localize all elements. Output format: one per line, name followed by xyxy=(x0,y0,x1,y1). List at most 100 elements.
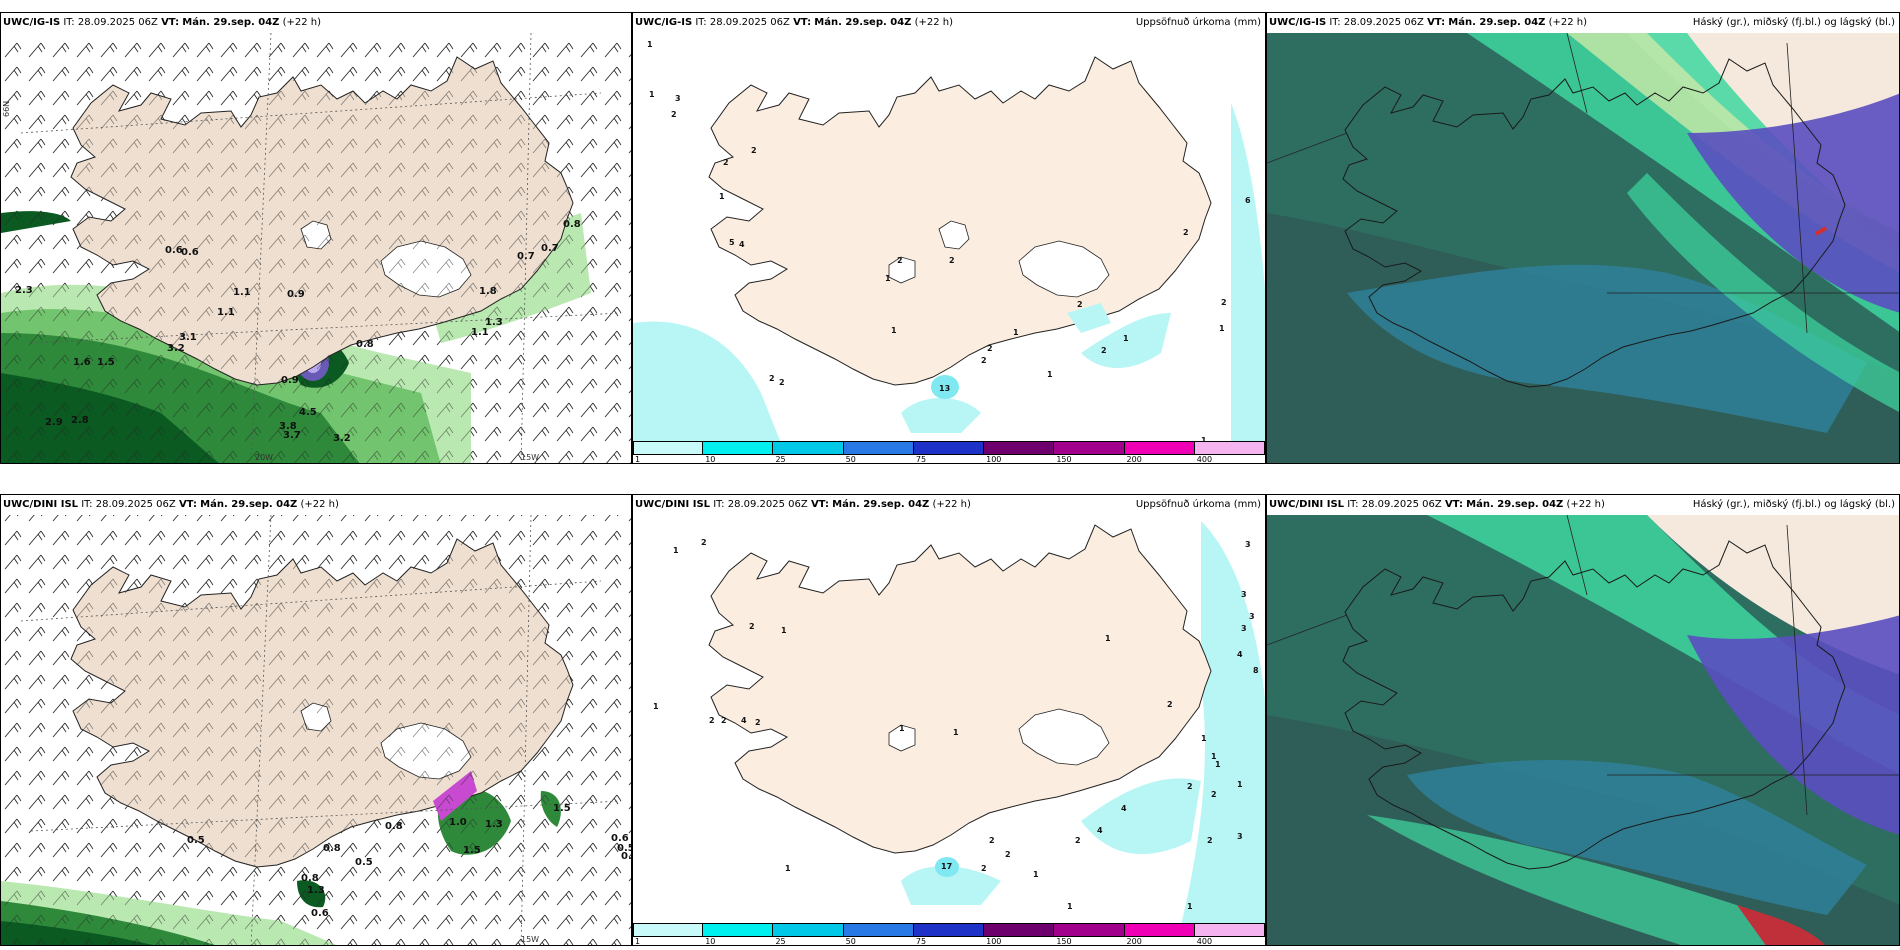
colorbar-tick: 1 xyxy=(635,455,641,464)
colorbar-cell xyxy=(913,923,985,937)
precip-value-label: 1 xyxy=(673,546,679,555)
precip-value-label: 2 xyxy=(769,374,775,383)
precip-value-label: 0.8 xyxy=(301,873,319,884)
colorbar-tick: 100 xyxy=(986,455,1002,464)
precip-value-label: 2.9 xyxy=(45,417,63,428)
panel-ig-accum-precip: UWC/IG-IS IT: 28.09.2025 06Z VT: Mán. 29… xyxy=(632,12,1266,464)
precip-value-label: 1 xyxy=(1187,902,1193,911)
precip-value-label: 3 xyxy=(1249,612,1255,621)
precip-value-label: 0.5 xyxy=(621,851,632,862)
precip-value-label: 2 xyxy=(949,256,955,265)
precip-value-label: 2 xyxy=(1187,782,1193,791)
colorbar-tick: 400 xyxy=(1196,455,1213,464)
precip-value-label: 1.5 xyxy=(463,845,481,856)
precip-value-label: 1.1 xyxy=(471,327,489,338)
precip-value-label: 2 xyxy=(981,356,987,365)
precip-value-label: 2 xyxy=(1077,300,1083,309)
precip-values-bl: 0.50.80.50.81.01.51.31.50.60.50.50.61.30… xyxy=(187,803,632,919)
colorbar-cell xyxy=(773,441,844,455)
colorbar-cell xyxy=(1194,923,1265,937)
precip-value-label: 0.9 xyxy=(281,375,299,386)
map-dini-clouds xyxy=(1267,515,1899,945)
precip-value-label: 2 xyxy=(1167,700,1173,709)
panel-header: UWC/IG-IS IT: 28.09.2025 06Z VT: Mán. 29… xyxy=(1269,17,1895,28)
colorbar-tick: 50 xyxy=(845,937,856,946)
precip-value-label: 2 xyxy=(1101,346,1107,355)
precip-value-label: 1 xyxy=(953,728,959,737)
colorbar-cell xyxy=(984,441,1055,455)
map-dini-wind: 15W 0.50.80.50.81.01.51.31.50.60.50.50.6… xyxy=(1,515,632,945)
precip-value-label: 0.6 xyxy=(611,833,629,844)
precip-value-label: 1 xyxy=(1201,734,1207,743)
colorbar-cell xyxy=(1054,923,1125,937)
colorbar-cell xyxy=(913,441,985,455)
panel-header: UWC/DINI ISL IT: 28.09.2025 06Z VT: Mán.… xyxy=(635,499,1261,510)
colorbar-cell xyxy=(633,441,704,455)
precip-value-label: 1 xyxy=(781,626,787,635)
precip-value-label: 1.1 xyxy=(217,307,235,318)
precip-value-label: 1 xyxy=(1105,634,1111,643)
colorbar-cell xyxy=(1194,441,1265,455)
precip-value-label: 2 xyxy=(671,110,677,119)
precip-value-label: 2 xyxy=(779,378,785,387)
precip-value-label: 1 xyxy=(653,702,659,711)
precip-value-label: 0.6 xyxy=(165,245,183,256)
precip-values-tl: 2.31.6 1.53.13.22.9 2.83.83.7 3.24.50.90.80… xyxy=(15,219,581,444)
precip-value-label: 2 xyxy=(751,146,757,155)
precip-value-label: 4 xyxy=(1097,826,1103,835)
colorbar-cell xyxy=(843,441,914,455)
lon-label-20w: 20W xyxy=(255,453,273,462)
precip-value-label: 1 xyxy=(1047,370,1053,379)
colorbar-cell xyxy=(773,923,844,937)
precip-value-label: 2 xyxy=(749,622,755,631)
precip-value-label: 3 xyxy=(1241,590,1247,599)
colorbar-tick: 150 xyxy=(1056,455,1072,464)
precip-value-label: 3.1 xyxy=(179,332,197,343)
precip-value-label: 1 xyxy=(785,864,791,873)
panel-ig-wind-precip: UWC/IG-IS IT: 28.09.2025 06Z VT: Mán. 29… xyxy=(0,12,632,464)
panel-header: UWC/IG-IS IT: 28.09.2025 06Z VT: Mán. 29… xyxy=(3,17,322,28)
precip-value-label: 1 xyxy=(1033,870,1039,879)
colorbar-tick: 100 xyxy=(986,937,1002,946)
precip-value-label: 1.3 xyxy=(307,885,325,896)
precip-value-label: 4 xyxy=(739,240,745,249)
panel-dini-wind-precip: UWC/DINI ISL IT: 28.09.2025 06Z VT: Mán.… xyxy=(0,494,632,946)
precip-value-label: 3.7 xyxy=(283,430,301,441)
precip-value-label: 3.2 xyxy=(333,433,351,444)
precip-value-label: 0.5 xyxy=(355,857,373,868)
precip-value-label: 1 xyxy=(1067,902,1073,911)
precip-value-label: 1.3 xyxy=(485,317,503,328)
colorbar-tick: 400 xyxy=(1196,937,1213,946)
precip-value-label: 4 xyxy=(1121,804,1127,813)
precip-value-label: 3.2 xyxy=(167,343,185,354)
colorbar-tick: 10 xyxy=(705,455,716,464)
precip-value-label: 8 xyxy=(1253,666,1259,675)
panel-field-title: Uppsöfnuð úrkoma (mm) xyxy=(1135,499,1261,510)
precip-value-label: 1 xyxy=(1123,334,1129,343)
precip-value-label: 3 xyxy=(675,94,681,103)
precip-value-label: 1 xyxy=(1215,760,1221,769)
precip-value-label: 1 xyxy=(1237,780,1243,789)
precip-value-label: 0.6 xyxy=(181,247,199,258)
colorbar-cell xyxy=(703,923,774,937)
colorbar-precip: 1 10 25 50 75 100 150 200 400 xyxy=(633,923,1265,946)
colorbar-tick: 25 xyxy=(775,937,786,946)
panel-field-title: Háský (gr.), miðský (fj.bl.) og lágský (… xyxy=(1692,17,1895,28)
precip-value-label: 4 xyxy=(1237,650,1243,659)
precip-value-label: 2 xyxy=(755,718,761,727)
colorbar-tick: 50 xyxy=(845,455,856,464)
precip-value-label: 2 xyxy=(1207,836,1213,845)
colorbar-tick: 25 xyxy=(775,455,786,464)
panel-header: UWC/DINI ISL IT: 28.09.2025 06Z VT: Mán.… xyxy=(3,499,339,510)
colorbar-precip: 1 10 25 50 75 100 150 200 400 xyxy=(633,441,1265,464)
precip-value-label: 13 xyxy=(939,384,950,393)
map-ig-clouds xyxy=(1267,33,1899,463)
precip-value-label: 0.8 xyxy=(385,821,403,832)
precip-value-label: 1 xyxy=(649,90,655,99)
precip-value-label: 1.1 xyxy=(233,287,251,298)
precip-value-label: 2 xyxy=(981,864,987,873)
precip-value-label: 2.8 xyxy=(71,415,89,426)
precip-value-label: 1 xyxy=(647,40,653,49)
precip-value-label: 1 xyxy=(1013,328,1019,337)
